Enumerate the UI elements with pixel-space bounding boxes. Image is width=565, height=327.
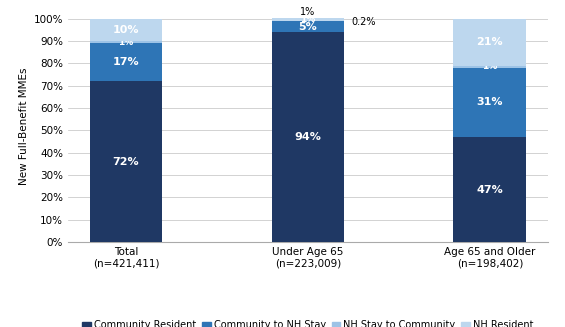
Text: 47%: 47% (476, 184, 503, 195)
Text: 5%: 5% (298, 22, 318, 31)
Bar (454, 19, 526, 66)
Text: 1%: 1% (482, 62, 497, 71)
Bar (90, 43, 162, 81)
Text: 1%: 1% (119, 38, 134, 47)
Text: 21%: 21% (476, 37, 503, 47)
Text: 31%: 31% (477, 97, 503, 108)
Bar (454, 68, 526, 137)
Bar (454, 137, 526, 242)
Bar (272, 18, 344, 21)
Y-axis label: New Full-Benefit MMEs: New Full-Benefit MMEs (19, 67, 29, 185)
Bar (90, 19, 162, 41)
Text: 72%: 72% (112, 157, 140, 167)
Bar (272, 32, 344, 242)
Bar (272, 21, 344, 32)
Text: 10%: 10% (113, 25, 139, 35)
Bar (454, 66, 526, 68)
Text: 1%: 1% (301, 7, 315, 17)
Text: 17%: 17% (112, 57, 140, 67)
Text: 0.2%: 0.2% (351, 17, 376, 26)
Bar (90, 41, 162, 43)
Legend: Community Resident, Community to NH Stay, NH Stay to Community, NH Resident: Community Resident, Community to NH Stay… (79, 317, 537, 327)
Bar (90, 81, 162, 242)
Text: 94%: 94% (294, 132, 321, 142)
Text: 1%: 1% (301, 15, 315, 24)
